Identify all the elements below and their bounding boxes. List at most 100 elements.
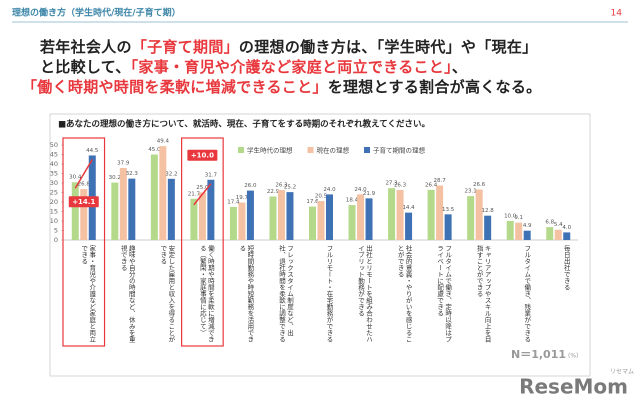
data-label: 4.9 (523, 223, 532, 229)
y-tick-label: 15 (50, 208, 58, 216)
bar (71, 182, 79, 240)
y-tick-label: 50 (50, 141, 58, 149)
bar (167, 178, 175, 240)
data-label: 26.0 (244, 183, 257, 189)
legend-swatch (364, 147, 370, 153)
headline-segment: と比較して、 (40, 58, 131, 76)
bar (427, 189, 435, 240)
y-tick-label: 40 (50, 160, 58, 168)
data-label: 21.7 (188, 191, 201, 197)
data-label: 21.9 (363, 191, 376, 197)
annotation-text: +10.0 (191, 152, 214, 160)
data-label: 6.8 (545, 220, 554, 226)
data-label: 17.6 (306, 199, 319, 205)
headline-segment: 、 (451, 58, 468, 76)
category-label: 社会的意義・やりがいを感じることができる (396, 245, 413, 343)
y-tick-label: 20 (50, 198, 58, 206)
bar (80, 189, 88, 240)
bar (159, 146, 167, 240)
bar (546, 227, 554, 240)
bar (246, 190, 254, 240)
bar (326, 194, 333, 240)
data-label: 18.4 (346, 198, 359, 204)
bar (523, 230, 531, 240)
bar (111, 182, 119, 240)
bar (198, 192, 206, 240)
data-label: 14.4 (402, 205, 415, 211)
annotation-arrow (193, 183, 212, 206)
data-label: 26.3 (275, 183, 288, 189)
data-label: 24.0 (323, 187, 336, 193)
category-label: 働く時期や時間を柔軟に増減できる（繁閑・家庭事情に応じて） (198, 245, 215, 343)
sample-size: N＝1,011 (511, 348, 566, 361)
category-label: 毎日出社できる (562, 245, 571, 291)
headline-line: 若年社会人の「子育て期間」の理想の働き方は、「学生時代」や「現在」 (40, 36, 537, 57)
data-label: 27.3 (385, 181, 398, 187)
brand-kana: リセマム (610, 369, 634, 376)
category-label: 短時間勤務や時短勤務を活用できる (237, 245, 254, 343)
data-label: 26.8 (78, 182, 91, 188)
brand-logo: ReseMom (519, 375, 628, 399)
y-tick-label: 35 (50, 170, 58, 178)
bar (348, 205, 356, 240)
chart-title: ■あなたの理想の働き方について、就活時、現在、子育てをする時期のそれぞれ教えてく… (58, 119, 430, 130)
headline-segment: 若年社会人の (40, 38, 132, 56)
headline-line: 「働く時期や時間を柔軟に増減できること」を理想とする割合が高くなる。 (22, 76, 541, 97)
headline-segment: の理想の働き方は、「学生時代」や「現在」 (238, 38, 538, 56)
category-label: 趣味や自分の時間など、休みを重視できる (119, 245, 136, 343)
annotation-arrow (74, 159, 93, 189)
bar (506, 221, 514, 240)
bar (436, 185, 444, 240)
data-label: 26.6 (473, 182, 486, 188)
data-label: 26.4 (425, 182, 438, 188)
category-label: キャリアアップやスキル向上を目指すことができる (475, 245, 492, 343)
y-tick-label: 0 (54, 236, 58, 244)
legend-swatch (238, 147, 244, 153)
legend-label: 学生時代の理想 (247, 146, 293, 155)
y-tick-label: 30 (50, 179, 58, 187)
annotation-text: +14.1 (72, 198, 95, 206)
legend-swatch (307, 147, 314, 153)
category-label: 家事・育児や介護など家庭と両立できる (79, 245, 96, 343)
header-title: 理想の働き方（学生時代/現在/子育て期） (12, 7, 181, 19)
y-tick-label: 45 (50, 151, 58, 159)
bar (317, 201, 325, 240)
data-label: 25.2 (284, 185, 296, 191)
bar (119, 167, 127, 240)
bar (309, 206, 316, 240)
data-label: 13.5 (442, 207, 455, 213)
annotation-badge (68, 196, 99, 208)
bar (484, 215, 492, 240)
data-label: 23.1 (465, 189, 477, 195)
bar (150, 154, 158, 240)
data-label: 44.5 (86, 148, 99, 154)
bar (467, 196, 475, 240)
bar (286, 192, 294, 240)
bar (475, 189, 483, 240)
chart-frame (49, 113, 591, 377)
category-label: 出社とリモートを組み合わせたハイブリット勤務ができる (356, 245, 373, 343)
data-label: 4.0 (562, 225, 571, 231)
headline-line: と比較して、「家事・育児や介護など家庭と両立できること」、 (40, 56, 467, 77)
category-label: フルタイムで働き、残業ができる (522, 245, 531, 343)
bar (277, 190, 285, 240)
bar (357, 194, 365, 240)
data-label: 12.8 (482, 208, 495, 214)
data-label: 31.7 (205, 172, 218, 178)
legend-label: 子育て期間の理想 (373, 146, 426, 155)
category-label: フルリモート・在宅勤務ができる (325, 245, 333, 343)
bar (365, 198, 373, 240)
data-label: 17.4 (227, 199, 240, 205)
bar (554, 229, 562, 240)
category-label: 安定した雇用と収入を得ることができる (158, 245, 175, 343)
data-label: 20.5 (315, 194, 328, 200)
highlight-box (62, 137, 106, 347)
data-label: 10.0 (504, 214, 517, 220)
y-tick-label: 10 (50, 217, 58, 225)
data-label: 26.3 (394, 183, 407, 189)
data-label: 5.4 (554, 222, 563, 228)
data-label: 30.4 (69, 175, 82, 181)
headline-segment: 「働く時期や時間を柔軟に増減できること」 (22, 78, 328, 96)
